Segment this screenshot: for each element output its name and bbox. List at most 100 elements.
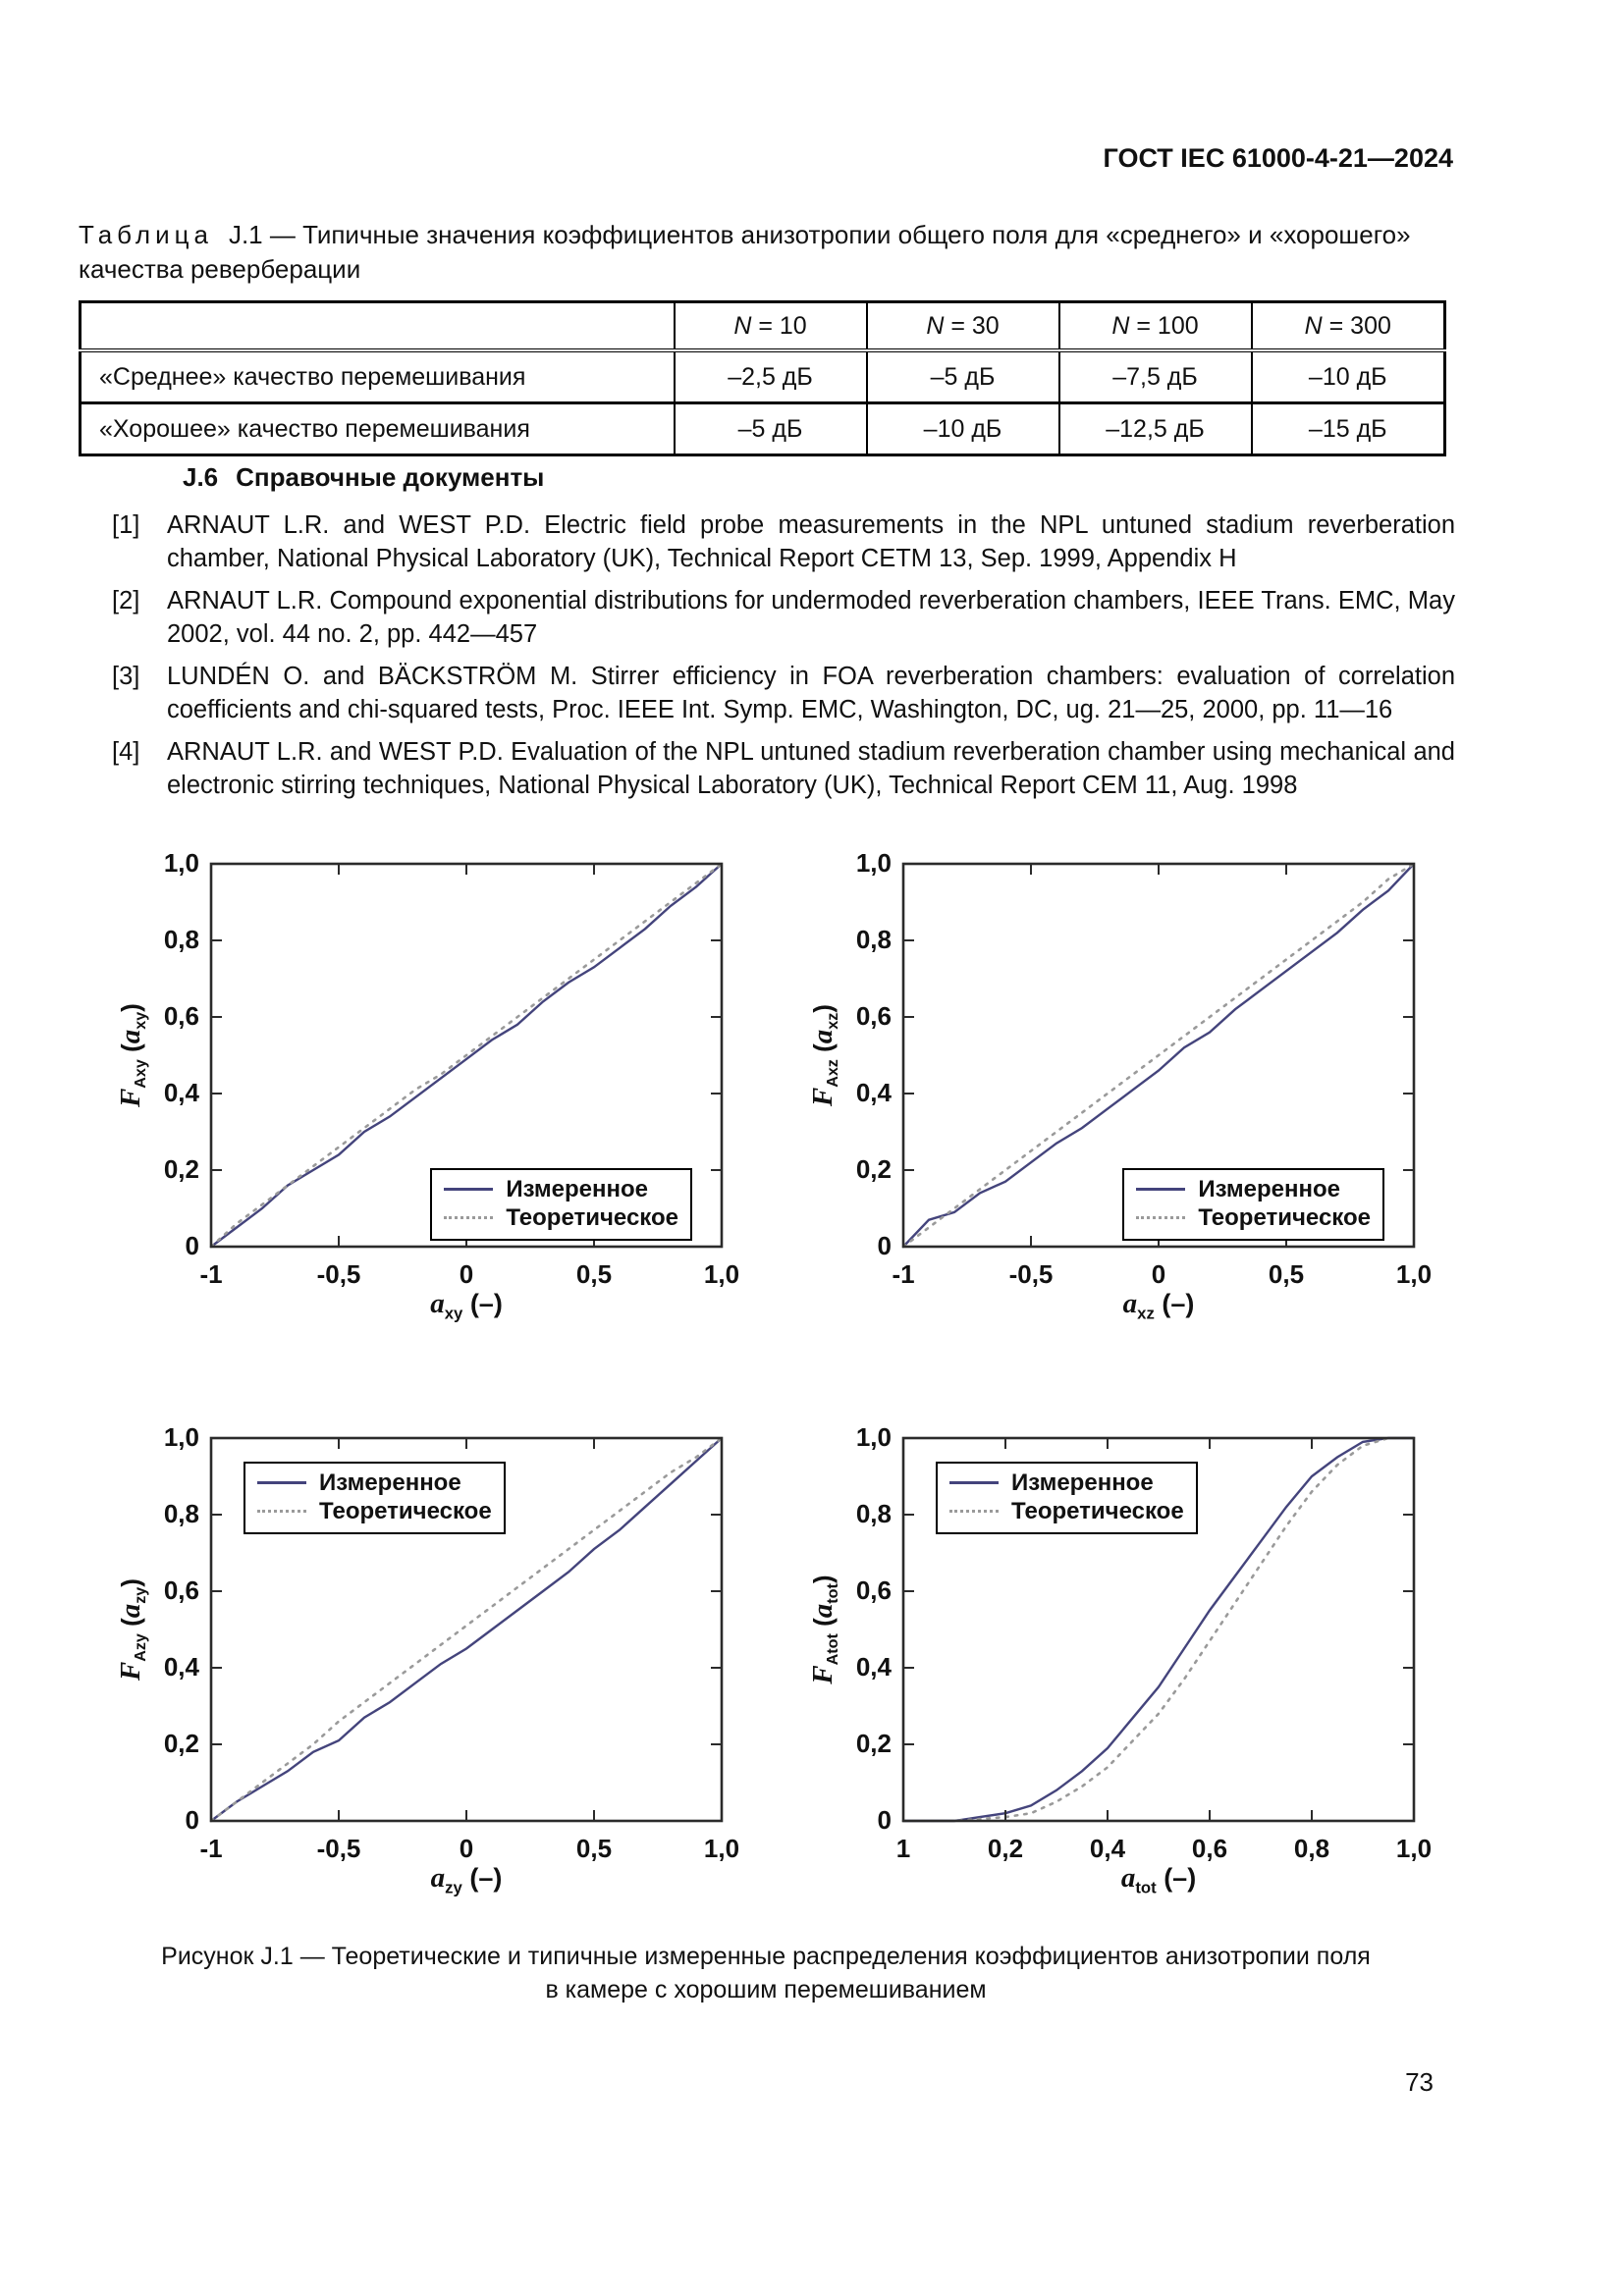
x-tick-label: -1: [199, 1259, 223, 1289]
figure-caption-line1: Рисунок J.1 — Теоретические и типичные и…: [161, 1943, 1371, 1970]
section-number: J.6: [183, 462, 219, 492]
y-tick-label: 0,4: [163, 1078, 199, 1107]
table-column-header: N = 100: [1057, 301, 1252, 352]
x-tick-label: -0,5: [1008, 1259, 1054, 1289]
y-axis-label: FAtot (atot): [806, 1575, 842, 1684]
x-tick-label: -0,5: [316, 1259, 361, 1289]
legend-label: Теоретическое: [506, 1203, 678, 1231]
legend-label: Теоретическое: [1011, 1497, 1184, 1524]
measured-curve: [210, 1437, 723, 1822]
reference-number: [1]: [112, 511, 140, 539]
table-corner-cell: [80, 301, 675, 352]
chart-plot-a_xz: [901, 862, 1416, 1249]
x-axis-label: axz (–): [1122, 1288, 1195, 1323]
y-tick-label: 0,6: [855, 1575, 892, 1605]
x-tick-label: 0,2: [987, 1834, 1024, 1863]
legend-label: Измеренное: [1198, 1175, 1341, 1202]
y-tick-label: 0,2: [855, 1154, 892, 1184]
y-tick-label: 0,8: [163, 925, 199, 954]
anisotropy-table: N = 10 N = 30 N = 100 N = 300 «Среднее» кач…: [79, 300, 1446, 456]
chart-a_xz: 0 0,2 0,4 0,6 0,8 1,0 -1 -0,5 0 0,5 1,0 FAxz (axz) a…: [776, 844, 1483, 1335]
plot-border: [901, 1436, 1416, 1823]
x-tick-label: 0,6: [1191, 1834, 1228, 1863]
y-tick-label: 0,4: [855, 1078, 892, 1107]
section-heading: J.6 Справочные документы: [183, 462, 544, 493]
legend-label: Теоретическое: [319, 1497, 492, 1524]
reference-text: ARNAUT L.R. Compound exponential distrib…: [167, 587, 1455, 648]
legend-item-theoretical: Теоретическое: [949, 1497, 1184, 1525]
y-tick-label: 0,6: [163, 1575, 199, 1605]
dotted-line-swatch: [1136, 1216, 1186, 1219]
table-column-header: N = 10: [673, 301, 867, 352]
x-tick-label: 0: [459, 1834, 474, 1863]
y-tick-label: 0,8: [163, 1499, 199, 1528]
legend-label: Измеренное: [1011, 1468, 1154, 1496]
table-caption-word: Таблица: [79, 220, 213, 249]
y-tick-label: 1,0: [855, 1422, 892, 1452]
table-column-header: N = 300: [1250, 301, 1445, 352]
x-tick-label: -0,5: [316, 1834, 361, 1863]
measured-curve: [903, 1436, 1414, 1823]
reference-item: [1] ARNAUT L.R. and WEST P.D. Electric fi…: [79, 508, 1455, 575]
chart-a_xy: 0 0,2 0,4 0,6 0,8 1,0 -1 -0,5 0 0,5 1,0 FAxy (axy) a…: [83, 844, 790, 1335]
table-value-cell: –7,5 дБ: [1057, 350, 1252, 403]
references-list: [1] ARNAUT L.R. and WEST P.D. Electric fi…: [79, 508, 1455, 811]
x-tick-label: 0,4: [1089, 1834, 1126, 1863]
legend-item-measured: Измеренное: [257, 1468, 492, 1497]
x-tick-label: 1,0: [1395, 1834, 1433, 1863]
table-value-cell: –10 дБ: [1250, 350, 1445, 403]
x-tick-label: 0: [1151, 1259, 1166, 1289]
legend-item-measured: Измеренное: [949, 1468, 1184, 1497]
theoretical-curve: [901, 862, 1416, 1249]
figure-caption-line2: в камере с хорошим перемешиванием: [545, 1976, 987, 2003]
legend-item-measured: Измеренное: [1136, 1175, 1371, 1203]
row-label: «Хорошее» качество перемешивания: [80, 401, 675, 455]
theoretical-curve: [209, 862, 724, 1249]
reference-item: [4] ARNAUT L.R. and WEST P.D. Evaluation …: [79, 735, 1455, 802]
y-axis-label: FAxy (axy): [114, 1003, 150, 1108]
y-tick-label: 0: [877, 1231, 892, 1260]
legend-item-theoretical: Теоретическое: [444, 1203, 678, 1232]
x-tick-label: 0,5: [575, 1834, 613, 1863]
reference-number: [4]: [112, 738, 140, 766]
dotted-line-swatch: [949, 1510, 999, 1513]
solid-line-swatch: [1136, 1188, 1186, 1191]
table-value-cell: –5 дБ: [865, 350, 1059, 403]
figure-grid: 0 0,2 0,4 0,6 0,8 1,0 -1 -0,5 0 0,5 1,0 FAxy (axy) a…: [83, 844, 1497, 1914]
legend-item-theoretical: Теоретическое: [1136, 1203, 1371, 1232]
chart-legend: Измеренное Теоретическое: [244, 1462, 506, 1534]
table-value-cell: –15 дБ: [1250, 401, 1445, 455]
table-header-row: N = 10 N = 30 N = 100 N = 300: [80, 301, 1445, 352]
legend-item-theoretical: Теоретическое: [257, 1497, 492, 1525]
chart-plot-a_tot: [901, 1436, 1416, 1823]
legend-item-measured: Измеренное: [444, 1175, 678, 1203]
table-caption-text: J.1 — Типичные значения коэффициентов ан…: [79, 220, 1411, 284]
y-tick-label: 1,0: [163, 848, 199, 878]
y-tick-label: 0: [185, 1231, 199, 1260]
reference-item: [2] ARNAUT L.R. Compound exponential dist…: [79, 584, 1455, 651]
table-value-cell: –12,5 дБ: [1057, 401, 1252, 455]
chart-a_tot: 0 0,2 0,4 0,6 0,8 1,0 1 0,2 0,4 0,6 0,8 1,0 FAtot (a…: [776, 1418, 1483, 1909]
y-tick-label: 0,6: [163, 1001, 199, 1031]
document-header: ГОСТ IEC 61000-4-21—2024: [1103, 143, 1453, 173]
y-axis-label: FAzy (azy): [114, 1578, 150, 1682]
y-axis-label: FAxz (axz): [806, 1004, 842, 1107]
y-tick-label: 0,8: [855, 925, 892, 954]
x-tick-label: 0: [459, 1259, 474, 1289]
chart-plot-a_zy: [209, 1436, 724, 1823]
legend-label: Теоретическое: [1198, 1203, 1371, 1231]
row-label: «Среднее» качество перемешивания: [99, 362, 526, 391]
y-tick-label: 0,4: [163, 1652, 199, 1682]
chart-plot-a_xy: [209, 862, 724, 1249]
y-tick-label: 0,8: [855, 1499, 892, 1528]
table-row: «Среднее» качество перемешивания –2,5 дБ –…: [81, 350, 1445, 403]
reference-number: [2]: [112, 587, 140, 614]
legend-label: Измеренное: [319, 1468, 461, 1496]
x-axis-label: atot (–): [1120, 1862, 1197, 1897]
x-tick-label: 0,5: [1268, 1259, 1305, 1289]
reference-number: [3]: [112, 663, 140, 690]
reference-item: [3] LUNDÉN O. and BÄCKSTRÖM M. Stirrer ef…: [79, 660, 1455, 726]
y-tick-label: 0,2: [163, 1154, 199, 1184]
table-value-cell: –10 дБ: [865, 401, 1059, 455]
x-tick-label: -1: [892, 1259, 915, 1289]
